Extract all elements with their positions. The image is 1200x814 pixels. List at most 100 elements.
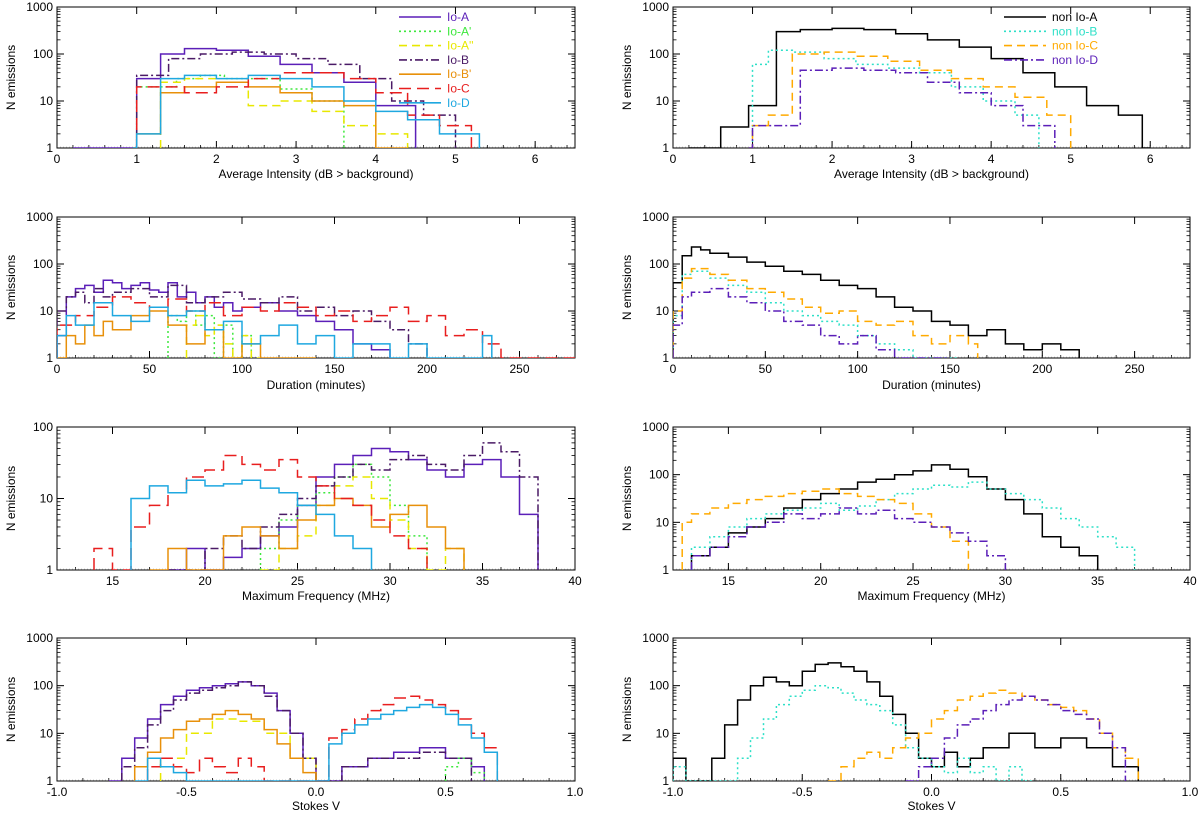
y-tick-label: 10 — [40, 304, 54, 318]
x-tick-label: 2 — [213, 152, 220, 166]
y-tick-label: 100 — [33, 420, 53, 434]
series-ioB1 — [133, 709, 317, 781]
series-ioA1 — [135, 74, 345, 148]
series-group — [72, 47, 481, 148]
x-tick-label: 250 — [509, 362, 529, 376]
y-tick-label: 10 — [656, 726, 670, 740]
series-ioC — [57, 296, 575, 358]
x-tick-label: 0.0 — [308, 785, 325, 799]
series-group — [93, 442, 539, 570]
y-tick-label: 10 — [40, 492, 54, 506]
x-tick-label: 5 — [1067, 152, 1074, 166]
legend-label-ioB: Io-B — [447, 53, 469, 67]
series-ioB — [57, 284, 428, 358]
series-nA — [688, 27, 1151, 148]
series-ioC — [146, 695, 499, 781]
x-tick-label: -0.5 — [792, 785, 813, 799]
x-tick-label: 0.5 — [1052, 785, 1069, 799]
x-tick-label: 0 — [670, 152, 677, 166]
y-tick-label: 100 — [33, 257, 53, 271]
x-tick-label: 25 — [291, 574, 305, 588]
axes-frame — [672, 216, 1191, 359]
series-ioA2 — [260, 476, 465, 570]
y-axis-label: N emissions — [620, 255, 634, 320]
x-tick-label: 0.5 — [437, 785, 454, 799]
x-tick-label: 6 — [1147, 152, 1154, 166]
x-tick-label: 250 — [1125, 362, 1145, 376]
y-tick-label: 10 — [40, 726, 54, 740]
x-tick-label: 20 — [814, 574, 828, 588]
series-ioB — [132, 51, 457, 148]
x-tick-label: 150 — [324, 362, 344, 376]
y-tick-label: 1000 — [26, 210, 53, 224]
x-axis-label: Maximum Frequency (MHz) — [857, 589, 1005, 603]
series-ioA — [57, 279, 391, 358]
x-tick-label: 0 — [54, 152, 61, 166]
panel-io-stokes: -1.0 -0.5 0.0 0.5 1.0 1 10 100 1000 Stokes V N emi… — [4, 631, 584, 813]
axes-frame — [672, 426, 1191, 571]
y-tick-label: 100 — [649, 679, 669, 693]
series-group — [681, 464, 1136, 570]
legend-label-ioA1: Io-A' — [447, 24, 471, 38]
x-tick-label: 2 — [829, 152, 836, 166]
x-tick-label: 100 — [848, 362, 868, 376]
x-tick-label: 15 — [106, 574, 120, 588]
series-group — [688, 27, 1151, 148]
series-ioA2 — [159, 77, 409, 148]
series-nB — [673, 270, 960, 358]
y-tick-label: 10 — [656, 94, 670, 108]
x-tick-label: 4 — [372, 152, 379, 166]
series-nB — [690, 481, 1136, 570]
y-tick-label: 1 — [662, 774, 669, 788]
x-tick-label: 40 — [568, 574, 582, 588]
series-group — [673, 662, 1140, 781]
y-axis-label: N emissions — [620, 466, 634, 531]
y-tick-label: 1 — [46, 141, 53, 155]
x-axis-label: Stokes V — [907, 799, 955, 813]
panel-nonio-duration: 0 50 100 150 200 250 1 10 100 1000 Duration (minut… — [620, 210, 1191, 392]
x-tick-label: 0 — [54, 362, 61, 376]
series-nC — [748, 51, 1072, 148]
series-ioA1 — [167, 310, 253, 358]
x-axis-label: Maximum Frequency (MHz) — [242, 589, 390, 603]
y-tick-label: 1000 — [26, 631, 53, 645]
series-group — [673, 246, 1080, 358]
y-tick-label: 100 — [649, 257, 669, 271]
legend-label-nB: non Io-B — [1052, 24, 1097, 38]
series-ioB1 — [149, 497, 465, 570]
series-group — [57, 279, 575, 358]
x-axis-label: Average Intensity (dB > background) — [219, 167, 414, 181]
series-nD — [690, 507, 1007, 570]
y-tick-label: 10 — [40, 94, 54, 108]
x-tick-label: 200 — [1032, 362, 1052, 376]
series-nA — [673, 662, 1140, 781]
series-ioC — [135, 71, 473, 148]
y-axis-label: N emissions — [620, 677, 634, 742]
y-tick-label: 1000 — [642, 210, 669, 224]
y-tick-label: 10 — [656, 515, 670, 529]
legend-label-ioB1: Io-B' — [447, 67, 471, 81]
legend-label-ioA2: Io-A'' — [447, 39, 474, 53]
series-ioD — [132, 74, 481, 148]
x-tick-label: -0.5 — [176, 785, 197, 799]
series-nA — [673, 246, 1080, 358]
series-ioD — [130, 479, 373, 570]
series-ioA — [168, 447, 539, 570]
y-tick-label: 1000 — [642, 631, 669, 645]
x-axis-label: Average Intensity (dB > background) — [834, 167, 1029, 181]
y-tick-label: 1000 — [642, 0, 669, 14]
y-tick-label: 100 — [649, 47, 669, 61]
y-tick-label: 10 — [656, 304, 670, 318]
x-tick-label: 1 — [749, 152, 756, 166]
series-nD — [673, 287, 950, 358]
y-tick-label: 1 — [46, 351, 53, 365]
x-tick-label: 35 — [1091, 574, 1105, 588]
y-tick-label: 100 — [33, 679, 53, 693]
series-ioD — [57, 301, 493, 358]
axes-frame — [672, 6, 1191, 149]
legend-label-ioA: Io-A — [447, 10, 469, 24]
x-axis-label: Duration (minutes) — [882, 378, 981, 392]
